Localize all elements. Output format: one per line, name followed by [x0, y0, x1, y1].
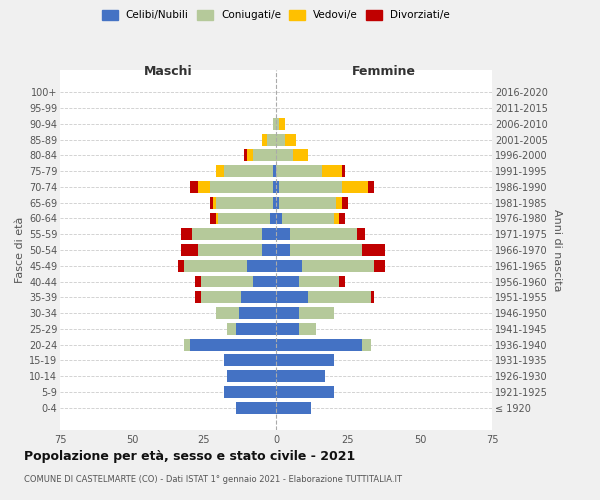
- Bar: [362, 244, 385, 256]
- Bar: [299, 323, 316, 335]
- Bar: [299, 276, 340, 287]
- Bar: [322, 165, 342, 177]
- Bar: [190, 181, 198, 193]
- Bar: [210, 181, 273, 193]
- Bar: [279, 197, 337, 208]
- Bar: [302, 260, 374, 272]
- Bar: [374, 260, 385, 272]
- Bar: [279, 118, 284, 130]
- Bar: [215, 212, 218, 224]
- Bar: [273, 197, 276, 208]
- Bar: [276, 338, 362, 350]
- Bar: [196, 276, 201, 287]
- Bar: [190, 338, 276, 350]
- Bar: [224, 354, 276, 366]
- Bar: [227, 370, 276, 382]
- Bar: [253, 150, 276, 162]
- Bar: [337, 197, 342, 208]
- Bar: [356, 228, 365, 240]
- Bar: [279, 181, 342, 193]
- Bar: [196, 292, 201, 303]
- Bar: [290, 228, 356, 240]
- Bar: [239, 307, 276, 319]
- Bar: [210, 197, 212, 208]
- Bar: [276, 165, 322, 177]
- Bar: [184, 338, 190, 350]
- Bar: [276, 228, 290, 240]
- Bar: [282, 212, 334, 224]
- Bar: [293, 150, 308, 162]
- Bar: [276, 370, 325, 382]
- Bar: [262, 244, 276, 256]
- Bar: [284, 134, 296, 145]
- Bar: [276, 181, 279, 193]
- Bar: [227, 323, 236, 335]
- Legend: Celibi/Nubili, Coniugati/e, Vedovi/e, Divorziati/e: Celibi/Nubili, Coniugati/e, Vedovi/e, Di…: [102, 10, 450, 20]
- Bar: [273, 181, 276, 193]
- Bar: [342, 165, 345, 177]
- Bar: [198, 181, 210, 193]
- Bar: [342, 197, 348, 208]
- Bar: [198, 244, 262, 256]
- Bar: [368, 181, 374, 193]
- Bar: [247, 260, 276, 272]
- Bar: [247, 150, 253, 162]
- Bar: [276, 197, 279, 208]
- Bar: [276, 402, 311, 413]
- Bar: [201, 276, 253, 287]
- Bar: [201, 292, 241, 303]
- Bar: [276, 323, 299, 335]
- Y-axis label: Anni di nascita: Anni di nascita: [552, 209, 562, 291]
- Bar: [181, 228, 193, 240]
- Bar: [340, 212, 345, 224]
- Bar: [342, 181, 368, 193]
- Bar: [276, 260, 302, 272]
- Bar: [268, 134, 276, 145]
- Text: Femmine: Femmine: [352, 65, 416, 78]
- Bar: [184, 260, 247, 272]
- Bar: [276, 386, 334, 398]
- Bar: [276, 292, 308, 303]
- Bar: [236, 323, 276, 335]
- Bar: [276, 354, 334, 366]
- Bar: [276, 276, 299, 287]
- Bar: [276, 118, 279, 130]
- Text: COMUNE DI CASTELMARTE (CO) - Dati ISTAT 1° gennaio 2021 - Elaborazione TUTTITALI: COMUNE DI CASTELMARTE (CO) - Dati ISTAT …: [24, 475, 402, 484]
- Bar: [210, 212, 215, 224]
- Bar: [362, 338, 371, 350]
- Bar: [224, 165, 273, 177]
- Bar: [241, 292, 276, 303]
- Bar: [308, 292, 371, 303]
- Bar: [276, 212, 282, 224]
- Bar: [193, 228, 262, 240]
- Bar: [371, 292, 374, 303]
- Text: Popolazione per età, sesso e stato civile - 2021: Popolazione per età, sesso e stato civil…: [24, 450, 355, 463]
- Bar: [178, 260, 184, 272]
- Bar: [212, 197, 215, 208]
- Bar: [276, 150, 293, 162]
- Bar: [215, 165, 224, 177]
- Bar: [215, 197, 273, 208]
- Bar: [244, 150, 247, 162]
- Bar: [253, 276, 276, 287]
- Bar: [276, 244, 290, 256]
- Bar: [276, 307, 299, 319]
- Bar: [273, 118, 276, 130]
- Text: Maschi: Maschi: [143, 65, 193, 78]
- Bar: [299, 307, 334, 319]
- Bar: [218, 212, 270, 224]
- Y-axis label: Fasce di età: Fasce di età: [14, 217, 25, 283]
- Bar: [215, 307, 239, 319]
- Bar: [270, 212, 276, 224]
- Bar: [236, 402, 276, 413]
- Bar: [262, 228, 276, 240]
- Bar: [273, 165, 276, 177]
- Bar: [340, 276, 345, 287]
- Bar: [334, 212, 340, 224]
- Bar: [276, 134, 284, 145]
- Bar: [181, 244, 198, 256]
- Bar: [262, 134, 268, 145]
- Bar: [290, 244, 362, 256]
- Bar: [224, 386, 276, 398]
